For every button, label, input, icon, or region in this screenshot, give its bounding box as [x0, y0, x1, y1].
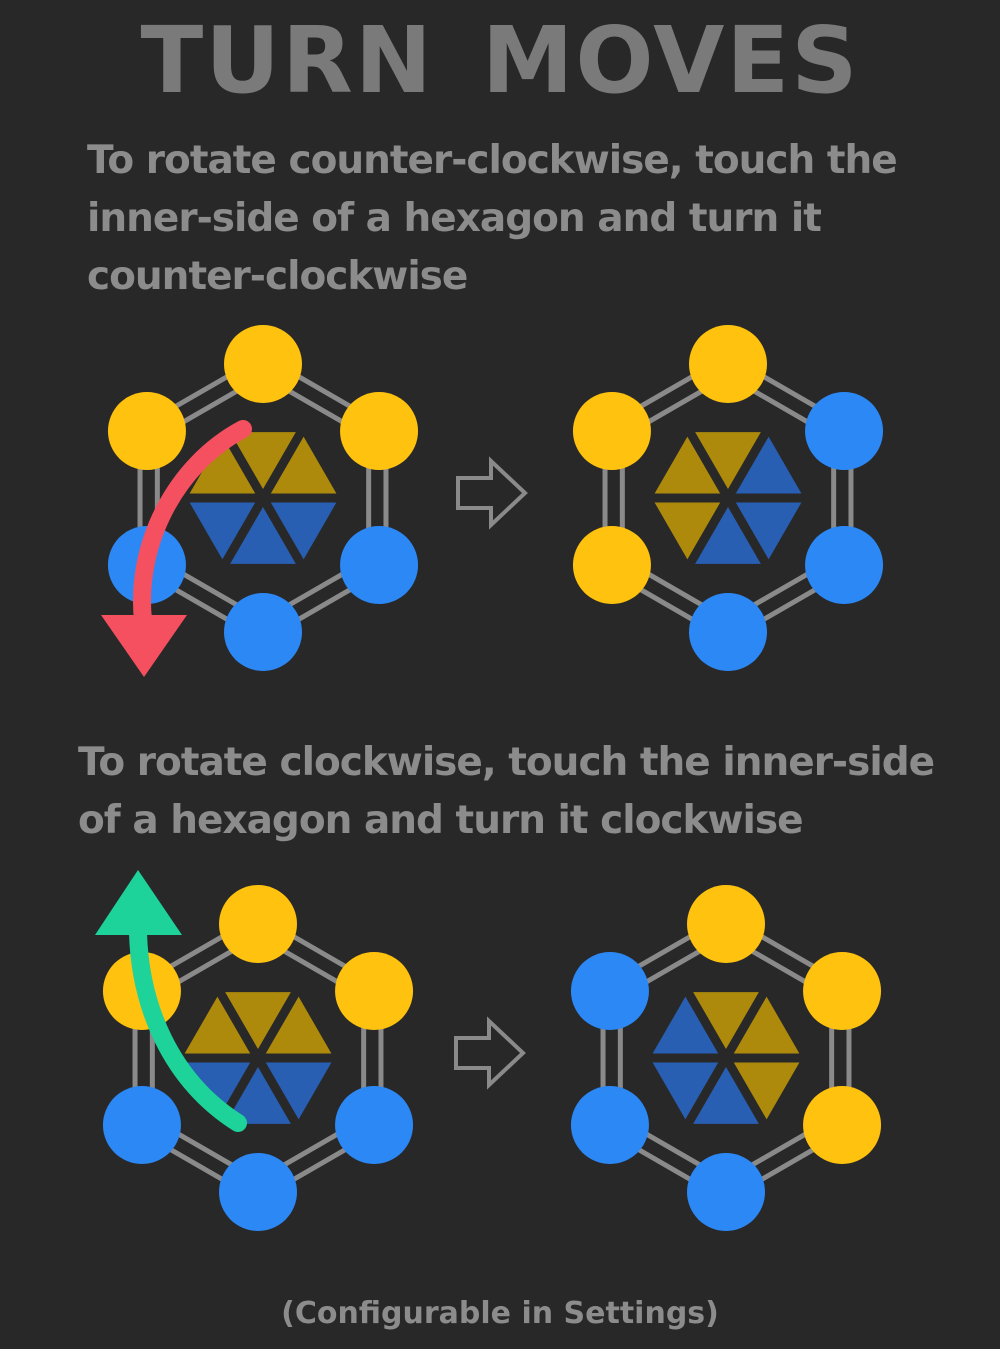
puzzle-node[interactable]	[803, 1086, 882, 1164]
center-hexagon[interactable]	[646, 986, 806, 1130]
puzzle-node[interactable]	[335, 1086, 414, 1164]
puzzle-node[interactable]	[107, 392, 186, 470]
center-wedge	[690, 432, 766, 498]
puzzle-node[interactable]	[570, 952, 649, 1030]
center-wedge	[182, 992, 258, 1058]
center-wedge	[650, 992, 726, 1058]
ccw-before-puzzle[interactable]	[100, 318, 425, 678]
center-wedge	[187, 498, 263, 564]
center-wedge	[652, 498, 728, 564]
puzzle-node[interactable]	[340, 526, 419, 604]
ccw-gesture-arrow-icon	[101, 420, 252, 677]
puzzle-node[interactable]	[689, 593, 767, 671]
ccw-transition-arrow-icon	[456, 456, 528, 530]
center-wedge	[688, 992, 764, 1058]
center-hexagon[interactable]	[178, 986, 338, 1130]
cw-instruction-text: To rotate clockwise, touch the inner-sid…	[78, 740, 935, 843]
puzzle-node[interactable]	[805, 392, 884, 470]
center-wedge	[263, 498, 339, 564]
puzzle-node[interactable]	[687, 885, 765, 963]
cw-after-puzzle[interactable]	[563, 878, 888, 1238]
puzzle-node[interactable]	[570, 1086, 649, 1164]
wedge-divider	[214, 986, 262, 1061]
puzzle-node[interactable]	[340, 392, 419, 470]
center-wedge	[650, 1058, 726, 1124]
center-wedge	[225, 498, 301, 564]
puzzle-node[interactable]	[687, 1153, 765, 1231]
wedge-divider	[254, 1055, 302, 1130]
center-wedge	[728, 432, 804, 498]
center-wedge	[187, 432, 263, 498]
center-wedge	[726, 1058, 802, 1124]
ccw-instruction-text: To rotate counter-clockwise, touch the i…	[87, 138, 898, 299]
center-wedge	[726, 992, 802, 1058]
wedge-divider	[259, 426, 307, 501]
page-title: TURN MOVES	[140, 7, 860, 114]
center-wedge	[220, 1058, 296, 1124]
wedge-divider	[724, 495, 772, 570]
center-hexagon[interactable]	[648, 426, 808, 570]
puzzle-node[interactable]	[224, 593, 302, 671]
center-wedge	[258, 1058, 334, 1124]
puzzle-node[interactable]	[335, 952, 414, 1030]
settings-note: (Configurable in Settings)	[281, 1296, 719, 1331]
puzzle-node[interactable]	[572, 526, 651, 604]
wedge-divider	[259, 495, 307, 570]
cw-gesture-arrow-icon	[95, 870, 247, 1132]
center-wedge	[263, 432, 339, 498]
puzzle-node[interactable]	[219, 885, 297, 963]
center-wedge	[688, 1058, 764, 1124]
center-hexagon[interactable]	[183, 426, 343, 570]
wedge-divider	[682, 986, 730, 1061]
wedge-divider	[684, 426, 732, 501]
center-wedge	[182, 1058, 258, 1124]
center-wedge	[258, 992, 334, 1058]
center-wedge	[728, 498, 804, 564]
puzzle-node[interactable]	[219, 1153, 297, 1231]
puzzle-node[interactable]	[689, 325, 767, 403]
puzzle-node[interactable]	[805, 526, 884, 604]
center-wedge	[652, 432, 728, 498]
ccw-after-puzzle[interactable]	[565, 318, 890, 678]
center-wedge	[225, 432, 301, 498]
puzzle-node[interactable]	[803, 952, 882, 1030]
center-wedge	[220, 992, 296, 1058]
wedge-divider	[684, 495, 732, 570]
puzzle-node[interactable]	[572, 392, 651, 470]
wedge-divider	[724, 426, 772, 501]
cw-transition-arrow-icon	[454, 1016, 526, 1090]
wedge-divider	[254, 986, 302, 1061]
center-wedge	[690, 498, 766, 564]
wedge-divider	[722, 1055, 770, 1130]
puzzle-node[interactable]	[224, 325, 302, 403]
wedge-divider	[682, 1055, 730, 1130]
wedge-divider	[219, 495, 267, 570]
puzzle-node[interactable]	[102, 1086, 181, 1164]
wedge-divider	[722, 986, 770, 1061]
